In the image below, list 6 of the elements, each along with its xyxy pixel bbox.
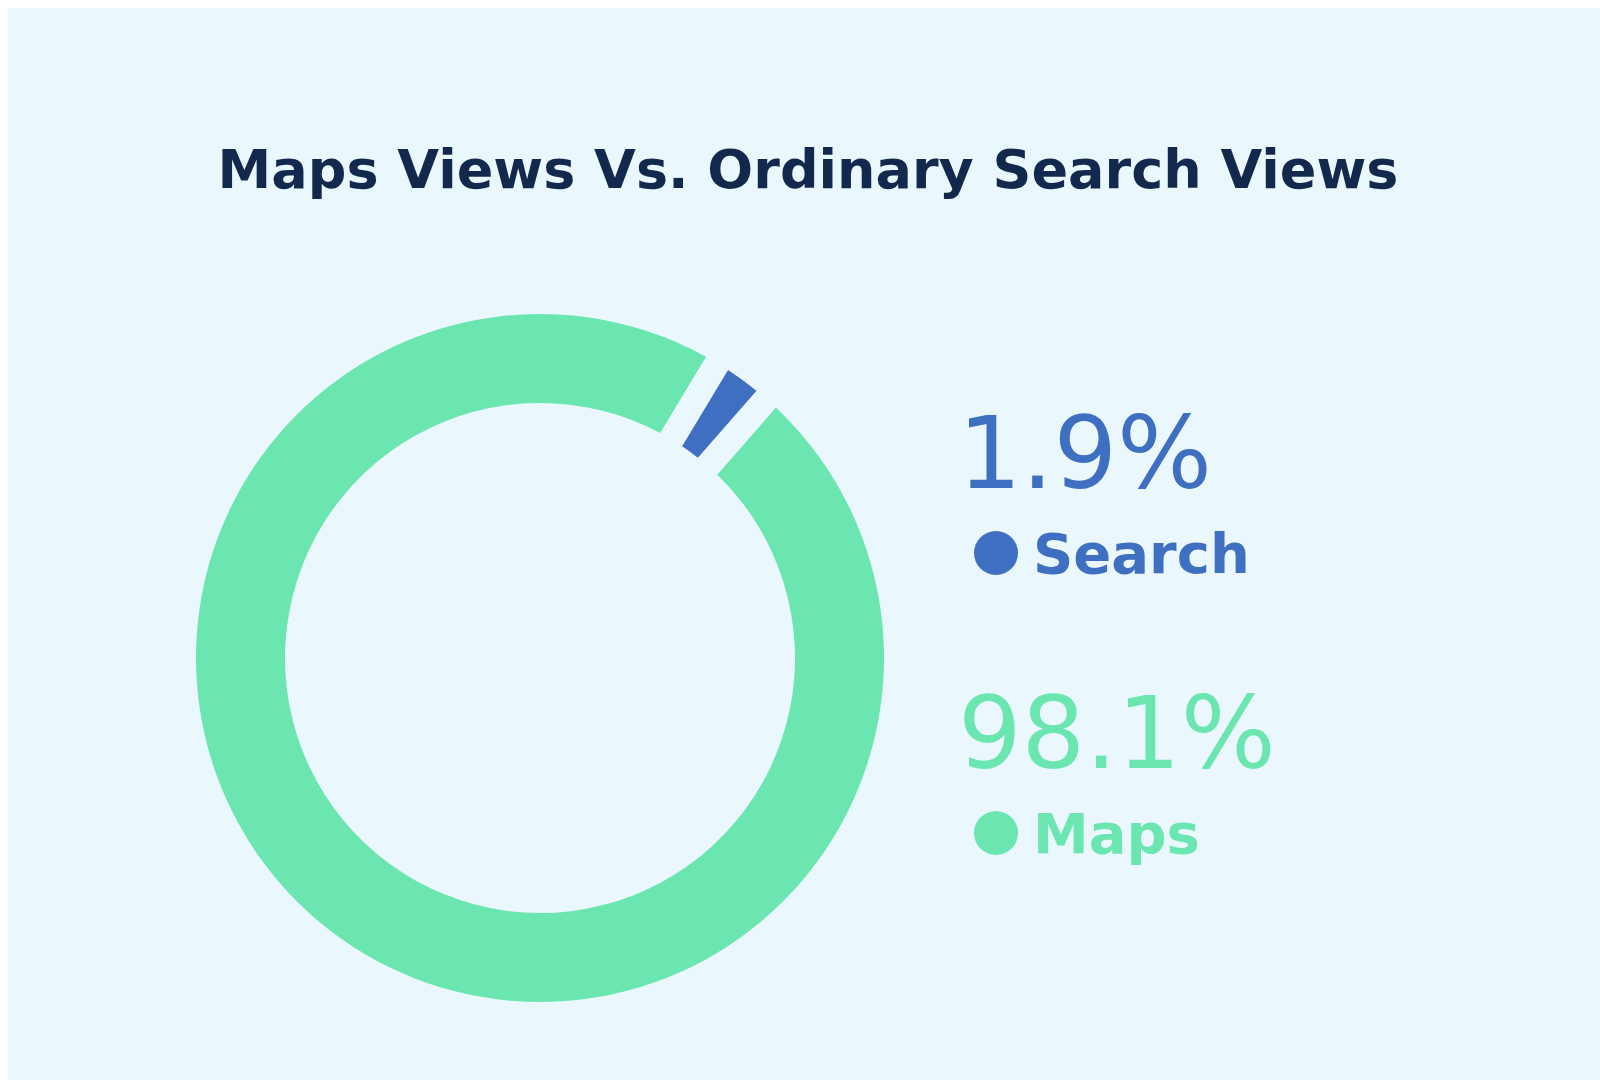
chart-title: Maps Views Vs. Ordinary Search Views	[217, 138, 1399, 201]
donut-slice	[682, 369, 757, 458]
data-label: 98.1%	[958, 675, 1276, 792]
legend-label: Maps	[1033, 801, 1200, 866]
data-label: 1.9%	[958, 395, 1213, 512]
legend-label: Search	[1033, 521, 1250, 586]
